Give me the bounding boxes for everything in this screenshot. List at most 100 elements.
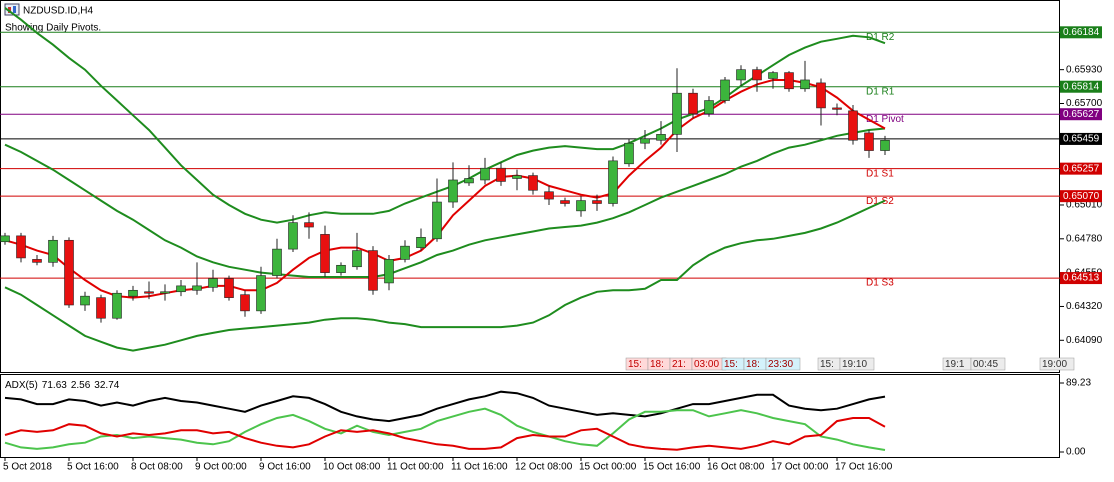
candle-body — [592, 200, 602, 204]
x-tick-label: 5 Oct 16:00 — [67, 462, 119, 473]
candle-body — [240, 294, 250, 312]
candle-body — [160, 291, 170, 294]
candle-body — [496, 167, 506, 182]
level-name: D1 Pivot — [866, 114, 904, 125]
icon-box — [4, 3, 20, 16]
time-box-text: 18: — [746, 359, 760, 370]
time-box — [1039, 357, 1075, 371]
candle-body — [192, 285, 202, 291]
candle-body — [224, 278, 234, 298]
candle-body — [48, 239, 58, 263]
candle-body — [704, 100, 714, 115]
x-tick-label: 8 Oct 08:00 — [131, 462, 183, 473]
time-box-text: 15: — [820, 359, 834, 370]
candle-body — [256, 275, 266, 312]
x-tick-label: 17 Oct 16:00 — [835, 462, 893, 473]
candle-body — [288, 222, 298, 250]
time-box-text: 00:45 — [973, 359, 998, 370]
x-tick-label: 9 Oct 16:00 — [259, 462, 311, 473]
candle-body — [32, 259, 42, 263]
candle-body — [464, 178, 474, 184]
x-tick-label: 11 Oct 00:00 — [387, 462, 444, 473]
y-tick-label: 0.64090 — [1066, 335, 1103, 346]
candle-body — [784, 72, 794, 90]
candle-body — [384, 259, 394, 284]
candle-body — [336, 264, 346, 273]
indicator-header: ADX(5) 71.63 2.56 32.74 — [5, 380, 120, 391]
candle-body — [752, 69, 762, 81]
candle-body — [112, 292, 122, 319]
candle-body — [560, 200, 570, 204]
level-name: D1 S1 — [866, 168, 894, 179]
x-tick-label: 5 Oct 2018 — [3, 462, 52, 473]
candle-body — [640, 138, 650, 144]
y-tick-label: 0.65010 — [1066, 200, 1103, 211]
icon-bar — [13, 6, 16, 13]
candle-body — [272, 248, 282, 276]
adx-line — [4, 417, 886, 451]
adx-line — [4, 390, 886, 423]
y-tick-label: 0.00 — [1066, 447, 1086, 458]
y-tick-label: 0.64320 — [1066, 301, 1103, 312]
main-panel-frame — [0, 0, 1060, 373]
candle-body — [528, 175, 538, 191]
time-box-text: 19:1 — [945, 359, 965, 370]
x-tick-label: 15 Oct 16:00 — [643, 462, 701, 473]
y-tick-label: 89.23 — [1066, 378, 1091, 389]
adx-plot: 0.00 89.23 ADX(5) 71.63 2.56 32.74 — [4, 378, 1091, 458]
candle-body — [144, 291, 154, 294]
time-box-text: 18: — [650, 359, 664, 370]
candle-body — [304, 222, 314, 228]
y-tick-label: 0.65930 — [1066, 64, 1103, 75]
candle-body — [768, 72, 778, 79]
candle-body — [128, 289, 138, 297]
indicator-line — [4, 199, 886, 352]
level-box — [1060, 26, 1102, 39]
candle-body — [416, 237, 426, 248]
level-box — [1060, 272, 1102, 285]
window-title: NZDUSD.ID,H4 — [23, 6, 93, 17]
candle-body — [608, 160, 618, 204]
candle-body — [0, 235, 10, 243]
time-box-text: 15: — [628, 359, 642, 370]
candle-body — [720, 79, 730, 101]
candle-body — [208, 278, 218, 288]
candle-body — [800, 79, 810, 90]
candle-body — [80, 295, 90, 306]
x-tick-label: 9 Oct 00:00 — [195, 462, 247, 473]
level-box — [1060, 190, 1102, 203]
candle-body — [512, 175, 522, 179]
candle-body — [176, 285, 186, 293]
x-tick-label: 15 Oct 00:00 — [579, 462, 637, 473]
level-name: D1 S3 — [866, 278, 894, 289]
level-value: 0.65459 — [1063, 134, 1100, 145]
indicator-header-part: 71.63 — [42, 380, 67, 391]
y-tick-label: 0.65700 — [1066, 98, 1103, 109]
time-box-text: 19:10 — [842, 359, 867, 370]
candle-body — [544, 191, 554, 200]
time-box-text: 23:30 — [768, 359, 793, 370]
candle-body — [880, 139, 890, 151]
level-box — [1060, 108, 1102, 121]
candle-body — [448, 179, 458, 203]
indicator-line — [4, 79, 886, 299]
x-tick-label: 17 Oct 00:00 — [771, 462, 829, 473]
level-value: 0.65070 — [1063, 191, 1100, 202]
level-box — [1060, 80, 1102, 93]
level-name: D1 R1 — [866, 86, 895, 97]
candle-body — [624, 142, 634, 165]
indicator-header-part: 2.56 — [71, 380, 91, 391]
level-name: D1 S2 — [866, 196, 894, 207]
x-tick-label: 10 Oct 08:00 — [323, 462, 381, 473]
level-value: 0.66184 — [1063, 27, 1100, 38]
candle-body — [688, 92, 698, 115]
adx-line — [4, 407, 886, 451]
candle-body — [480, 167, 490, 181]
candle-body — [848, 110, 858, 141]
candle-body — [576, 200, 586, 212]
time-box — [970, 357, 1006, 371]
level-name: D1 R2 — [866, 32, 895, 43]
level-value: 0.65257 — [1063, 163, 1100, 174]
candle-body — [16, 235, 26, 259]
